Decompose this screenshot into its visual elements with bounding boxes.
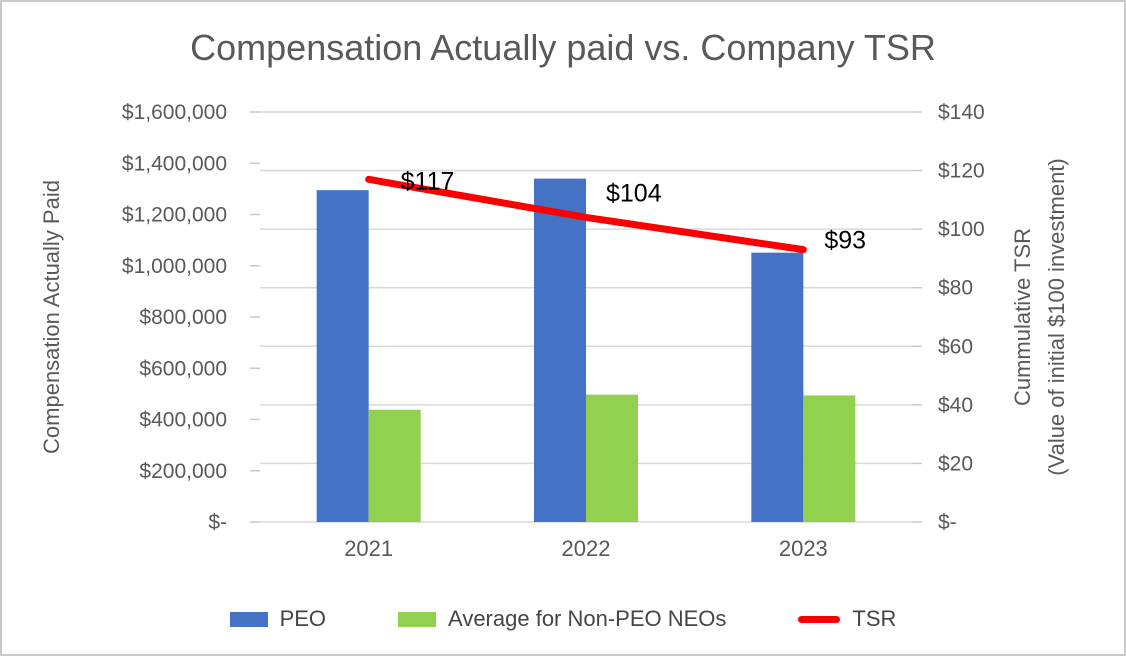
- chart-title: Compensation Actually paid vs. Company T…: [190, 27, 936, 68]
- right-axis-tick-label: $60: [938, 335, 973, 358]
- left-axis-tick-label: $400,000: [139, 409, 227, 432]
- bar-average-for-non-peo-neos-2023[interactable]: [803, 395, 856, 522]
- left-axis-tick-label: $1,600,000: [122, 101, 227, 124]
- right-axis-title-line1: Cummulative TSR: [1010, 228, 1035, 406]
- legend-item-non-peo-neos[interactable]: Average for Non-PEO NEOs: [398, 606, 726, 632]
- tsr-series-swatch: [798, 615, 841, 623]
- left-axis-title: Compensation Actually Paid: [39, 180, 64, 454]
- x-axis-label-2022: 2022: [562, 536, 611, 561]
- legend-label-peo: PEO: [279, 606, 327, 631]
- tsr-data-label-2021: $117: [401, 167, 455, 195]
- tsr-data-label-2022: $104: [606, 179, 662, 207]
- left-axis-tick-label: $200,000: [139, 460, 227, 483]
- tsr-data-label-2023: $93: [824, 227, 866, 255]
- non-peo-neos-series-swatch: [398, 611, 437, 627]
- right-axis-title-line2: (Value of initial $100 investment): [1044, 158, 1069, 476]
- right-axis-tick-label: $120: [938, 160, 985, 183]
- right-axis-tick-label: $100: [938, 218, 985, 241]
- legend-label-tsr: TSR: [852, 606, 897, 631]
- left-axis-tick-label: $-: [208, 511, 227, 534]
- left-axis-tick-label: $1,400,000: [122, 152, 227, 175]
- bar-peo-2022[interactable]: [534, 178, 586, 522]
- bar-peo-2021[interactable]: [316, 190, 369, 522]
- bar-average-for-non-peo-neos-2021[interactable]: [368, 409, 421, 522]
- left-axis-tick-label: $1,000,000: [122, 255, 227, 278]
- right-axis-tick-label: $40: [938, 394, 973, 417]
- right-axis-tick-label: $80: [938, 277, 973, 300]
- peo-series-swatch: [229, 611, 268, 627]
- left-axis-tick-label: $600,000: [139, 357, 227, 380]
- chart-legend: PEO Average for Non-PEO NEOs TSR: [2, 606, 1124, 632]
- right-axis-tick-label: $20: [938, 452, 973, 475]
- bar-average-for-non-peo-neos-2022[interactable]: [586, 394, 638, 522]
- x-axis-label-2023: 2023: [779, 536, 828, 561]
- tsr-line[interactable]: [365, 175, 807, 254]
- legend-item-tsr[interactable]: TSR: [798, 606, 896, 632]
- right-axis-tick-label: $-: [938, 511, 957, 534]
- right-axis-tick-label: $140: [938, 101, 985, 124]
- left-axis-tick-label: $800,000: [139, 306, 227, 329]
- bar-peo-2023[interactable]: [751, 252, 804, 522]
- legend-item-peo[interactable]: PEO: [229, 606, 327, 632]
- legend-label-non-peo-neos: Average for Non-PEO NEOs: [448, 606, 727, 631]
- x-axis-label-2021: 2021: [344, 536, 393, 561]
- left-axis-tick-label: $1,200,000: [122, 204, 227, 227]
